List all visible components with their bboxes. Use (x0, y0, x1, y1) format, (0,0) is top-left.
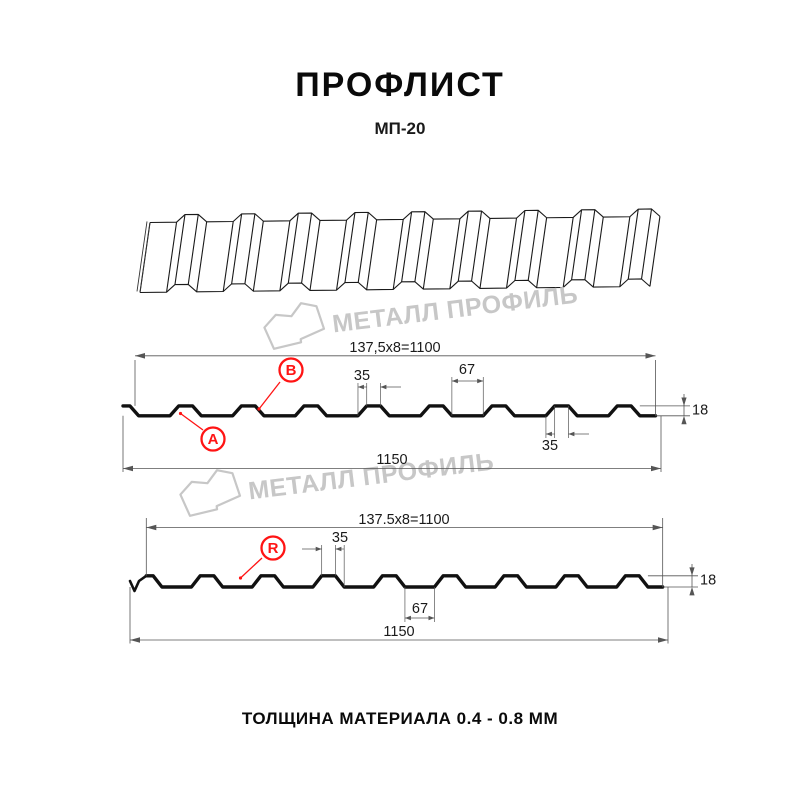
svg-text:18: 18 (700, 573, 716, 589)
svg-text:67: 67 (412, 601, 428, 617)
svg-text:137,5x8=1100: 137,5x8=1100 (349, 340, 440, 356)
svg-text:A: A (208, 431, 219, 448)
svg-text:35: 35 (332, 530, 348, 546)
svg-text:ТОЛЩИНА МАТЕРИАЛА 0.4 - 0.8 ММ: ТОЛЩИНА МАТЕРИАЛА 0.4 - 0.8 ММ (242, 709, 558, 728)
svg-text:R: R (268, 540, 279, 557)
svg-text:1150: 1150 (383, 624, 414, 640)
svg-text:18: 18 (692, 403, 708, 419)
svg-text:B: B (286, 362, 297, 379)
svg-text:35: 35 (542, 438, 558, 454)
svg-text:67: 67 (459, 362, 475, 378)
svg-text:ПРОФЛИСТ: ПРОФЛИСТ (295, 66, 505, 104)
svg-text:137.5x8=1100: 137.5x8=1100 (358, 512, 449, 528)
svg-text:35: 35 (354, 368, 370, 384)
svg-text:1150: 1150 (376, 452, 407, 468)
svg-text:МП-20: МП-20 (375, 119, 426, 138)
